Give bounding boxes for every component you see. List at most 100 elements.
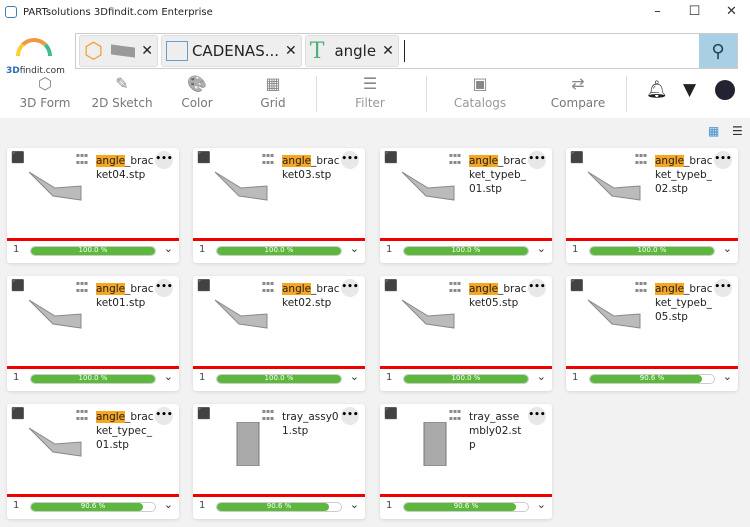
- part-name[interactable]: angle_bracket_typeb_05.stp: [655, 282, 713, 324]
- match-percent: 100.0 %: [451, 246, 481, 254]
- 3d-model-icon: ⬛: [11, 407, 25, 420]
- catalog-logo: ▪▪▪ ▪▪▪: [261, 408, 275, 422]
- tool-catalogs[interactable]: ▣ Catalogs: [440, 74, 520, 110]
- chevron-down-icon[interactable]: ⌄: [163, 242, 173, 255]
- chevron-down-icon[interactable]: ⌄: [722, 370, 732, 383]
- more-options-button[interactable]: •••: [155, 407, 173, 425]
- divider: [193, 238, 365, 241]
- result-card[interactable]: ⬛ ▪▪▪ ▪▪▪ tray_assembly02.stp ••• 1 90.6 …: [380, 404, 552, 519]
- result-card[interactable]: ⬛ ▪▪▪ ▪▪▪ angle_bracket04.stp ••• 1 100.0…: [7, 148, 179, 263]
- match-progress-bar: 100.0 %: [30, 246, 156, 256]
- logo[interactable]: 3Dfindit.com: [6, 36, 65, 84]
- chip-label: angle: [334, 42, 377, 60]
- result-card[interactable]: ⬛ ▪▪▪ ▪▪▪ angle_bracket01.stp ••• 1 100.0…: [7, 276, 179, 391]
- tool-grid[interactable]: ▦ Grid: [233, 74, 313, 110]
- chip-3d-shape[interactable]: ⬡ ✕: [79, 35, 158, 67]
- part-name[interactable]: angle_bracket03.stp: [282, 154, 340, 182]
- cube-icon: ⬡: [38, 74, 52, 93]
- part-name[interactable]: tray_assy01.stp: [282, 410, 340, 438]
- bell-icon[interactable]: 🔔︎: [646, 80, 668, 100]
- more-options-button[interactable]: •••: [714, 151, 732, 169]
- search-highlight: angle: [469, 155, 499, 167]
- remove-chip-icon[interactable]: ✕: [285, 43, 297, 59]
- chevron-down-icon[interactable]: ⌄: [536, 370, 546, 383]
- tool-compare[interactable]: ⇄ Compare: [538, 74, 618, 110]
- count: 1: [13, 372, 20, 383]
- match-percent: 100.0 %: [451, 374, 481, 382]
- more-options-button[interactable]: •••: [341, 407, 359, 425]
- divider: [193, 366, 365, 369]
- result-card[interactable]: ⬛ ▪▪▪ ▪▪▪ angle_bracket_typeb_02.stp ••• …: [566, 148, 738, 263]
- 3d-model-icon: ⬛: [197, 407, 211, 420]
- part-name[interactable]: angle_bracket_typeb_01.stp: [469, 154, 527, 196]
- result-card[interactable]: ⬛ ▪▪▪ ▪▪▪ angle_bracket_typeb_05.stp ••• …: [566, 276, 738, 391]
- count: 1: [199, 500, 206, 511]
- chevron-down-icon[interactable]: ⌄: [722, 242, 732, 255]
- part-thumbnail: [25, 422, 85, 466]
- maximize-button[interactable]: ☐: [688, 4, 701, 19]
- result-card[interactable]: ⬛ ▪▪▪ ▪▪▪ angle_bracket05.stp ••• 1 100.0…: [380, 276, 552, 391]
- chip-label: CADENAS...: [191, 42, 280, 60]
- filter-icon[interactable]: ▼: [683, 80, 697, 100]
- more-options-button[interactable]: •••: [528, 279, 546, 297]
- more-options-button[interactable]: •••: [528, 151, 546, 169]
- result-card[interactable]: ⬛ ▪▪▪ ▪▪▪ tray_assy01.stp ••• 1 90.6 % ⌄: [193, 404, 365, 519]
- part-name[interactable]: tray_assembly02.stp: [469, 410, 527, 452]
- part-name[interactable]: angle_bracket05.stp: [469, 282, 527, 310]
- match-percent: 90.6 %: [266, 502, 292, 510]
- part-thumbnail: [584, 166, 644, 210]
- grid-view-icon[interactable]: ▦: [708, 124, 720, 138]
- minimize-button[interactable]: –: [654, 4, 661, 19]
- tool-2d-sketch[interactable]: ✎ 2D Sketch: [82, 74, 162, 110]
- more-options-button[interactable]: •••: [341, 151, 359, 169]
- pencil-icon: ✎: [115, 74, 129, 93]
- 3d-model-icon: ⬛: [570, 279, 584, 292]
- more-options-button[interactable]: •••: [155, 279, 173, 297]
- remove-chip-icon[interactable]: ✕: [382, 43, 394, 59]
- divider: [426, 76, 427, 112]
- chevron-down-icon[interactable]: ⌄: [163, 498, 173, 511]
- tool-3d-form[interactable]: ⬡ 3D Form: [5, 74, 85, 110]
- part-name-text: _bracket01.stp: [96, 283, 154, 309]
- tool-filter[interactable]: ☰ Filter: [330, 74, 410, 110]
- part-name[interactable]: angle_bracket01.stp: [96, 282, 154, 310]
- part-name[interactable]: angle_bracket02.stp: [282, 282, 340, 310]
- list-view-icon[interactable]: ☰: [732, 124, 743, 138]
- avatar[interactable]: [715, 80, 735, 100]
- search-input[interactable]: [403, 40, 405, 62]
- chevron-down-icon[interactable]: ⌄: [536, 242, 546, 255]
- app-icon: [5, 6, 17, 18]
- grid-icon: ▦: [265, 74, 281, 93]
- part-name[interactable]: angle_bracket_typec_01.stp: [96, 410, 154, 452]
- more-options-button[interactable]: •••: [155, 151, 173, 169]
- result-card[interactable]: ⬛ ▪▪▪ ▪▪▪ angle_bracket_typec_01.stp ••• …: [7, 404, 179, 519]
- part-thumbnail: [398, 166, 458, 210]
- part-name-text: tray_assembly02.stp: [469, 411, 522, 451]
- chevron-down-icon[interactable]: ⌄: [349, 498, 359, 511]
- result-card[interactable]: ⬛ ▪▪▪ ▪▪▪ angle_bracket_typeb_01.stp ••• …: [380, 148, 552, 263]
- logo-prefix: 3D: [6, 66, 20, 76]
- part-name[interactable]: angle_bracket04.stp: [96, 154, 154, 182]
- chevron-down-icon[interactable]: ⌄: [163, 370, 173, 383]
- part-name[interactable]: angle_bracket_typeb_02.stp: [655, 154, 713, 196]
- chevron-down-icon[interactable]: ⌄: [349, 370, 359, 383]
- chevron-down-icon[interactable]: ⌄: [349, 242, 359, 255]
- chip-text[interactable]: T angle ✕: [304, 35, 399, 67]
- result-card[interactable]: ⬛ ▪▪▪ ▪▪▪ angle_bracket03.stp ••• 1 100.0…: [193, 148, 365, 263]
- result-card[interactable]: ⬛ ▪▪▪ ▪▪▪ angle_bracket02.stp ••• 1 100.0…: [193, 276, 365, 391]
- logo-suffix: .com: [42, 66, 65, 76]
- divider: [566, 238, 738, 241]
- search-button[interactable]: ⚲: [699, 34, 737, 68]
- chevron-down-icon[interactable]: ⌄: [536, 498, 546, 511]
- match-percent: 90.6 %: [453, 502, 479, 510]
- more-options-button[interactable]: •••: [714, 279, 732, 297]
- close-button[interactable]: ✕: [726, 4, 737, 19]
- text-icon: T: [309, 38, 325, 64]
- chip-catalog[interactable]: CADENAS... ✕: [160, 35, 302, 67]
- tool-color[interactable]: 🎨 Color: [157, 74, 237, 110]
- more-options-button[interactable]: •••: [341, 279, 359, 297]
- remove-chip-icon[interactable]: ✕: [141, 43, 153, 59]
- more-options-button[interactable]: •••: [528, 407, 546, 425]
- catalog-logo: ▪▪▪ ▪▪▪: [75, 152, 89, 166]
- catalog-logo: ▪▪▪ ▪▪▪: [448, 408, 462, 422]
